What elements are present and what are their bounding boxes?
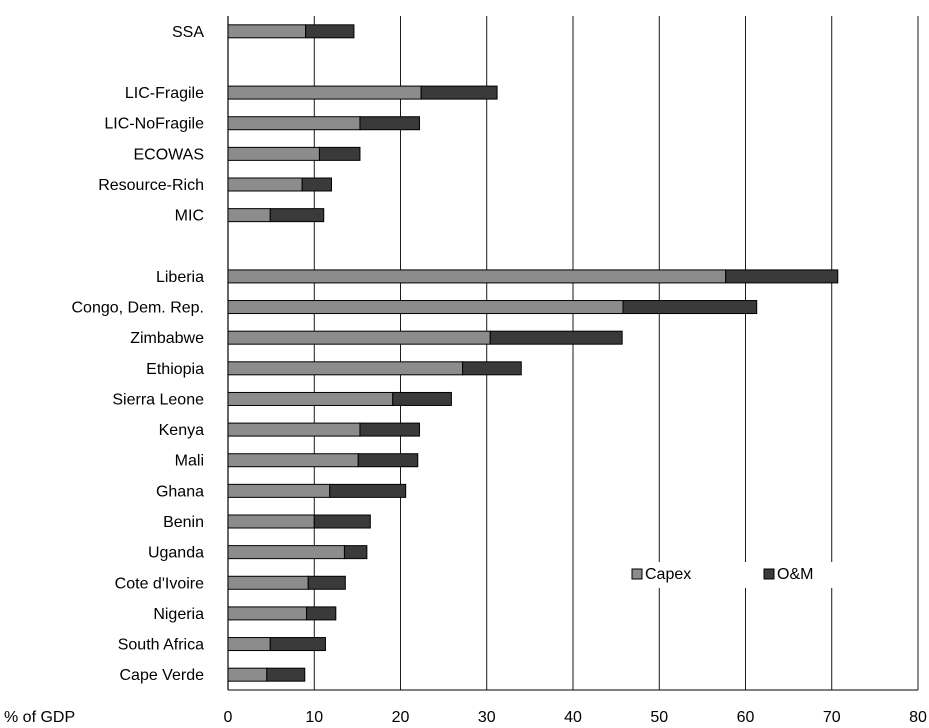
x-axis-title: % of GDP <box>4 709 75 726</box>
bar-uganda-o-m <box>343 545 368 560</box>
bar-resource-rich-capex <box>227 177 303 192</box>
category-label-ghana: Ghana <box>156 483 204 500</box>
bar-ecowas-capex <box>227 146 320 161</box>
legend-box <box>620 562 900 588</box>
legend-swatch-capex <box>631 568 643 580</box>
bar-south-africa-o-m <box>269 637 326 652</box>
bar-liberia-capex <box>227 269 727 284</box>
bar-benin-o-m <box>313 514 371 529</box>
bar-ghana-o-m <box>329 483 407 498</box>
category-label-uganda: Uganda <box>148 545 204 562</box>
bar-lic-fragile-capex <box>227 85 422 100</box>
bar-benin-capex <box>227 514 315 529</box>
bar-sierra-leone-capex <box>227 391 394 406</box>
bar-uganda-capex <box>227 545 345 560</box>
x-tick-label-30: 30 <box>478 709 496 726</box>
bar-lic-nofragile-o-m <box>359 116 420 131</box>
category-label-sierra-leone: Sierra Leone <box>112 391 204 408</box>
bar-sierra-leone-o-m <box>392 391 452 406</box>
x-tick-label-20: 20 <box>392 709 410 726</box>
x-axis-ticks: 0 10 20 30 40 50 60 70 80 <box>224 709 927 726</box>
bar-ethiopia-o-m <box>462 361 522 376</box>
bar-cote-d-ivoire-capex <box>227 575 309 590</box>
bar-cape-verde-capex <box>227 667 268 682</box>
legend-swatch-om <box>763 568 775 580</box>
bar-lic-fragile-o-m <box>420 85 498 100</box>
bar-kenya-capex <box>227 422 361 437</box>
bar-ssa-o-m <box>305 24 355 39</box>
bar-mali-capex <box>227 453 359 468</box>
bar-ssa-capex <box>227 24 307 39</box>
bar-cape-verde-o-m <box>266 667 306 682</box>
category-label-zimbabwe: Zimbabwe <box>130 330 204 347</box>
bar-congo-dem-rep-capex <box>227 300 624 315</box>
category-label-congo-dem-rep: Congo, Dem. Rep. <box>71 300 204 317</box>
bar-mali-o-m <box>357 453 419 468</box>
x-tick-label-80: 80 <box>909 709 927 726</box>
category-label-liberia: Liberia <box>156 269 204 286</box>
bar-kenya-o-m <box>359 422 420 437</box>
bar-ghana-capex <box>227 483 331 498</box>
bars <box>227 24 839 682</box>
x-tick-label-70: 70 <box>823 709 841 726</box>
legend-label-capex: Capex <box>645 566 691 583</box>
y-axis-labels: SSA LIC-Fragile LIC-NoFragile ECOWAS Resourc… <box>71 24 204 684</box>
category-label-lic-fragile: LIC-Fragile <box>125 85 204 102</box>
bar-ethiopia-capex <box>227 361 464 376</box>
x-tick-label-60: 60 <box>737 709 755 726</box>
category-label-mali: Mali <box>175 453 204 470</box>
x-tick-label-40: 40 <box>564 709 582 726</box>
category-label-mic: MIC <box>175 208 204 225</box>
bar-cote-d-ivoire-o-m <box>307 575 346 590</box>
bar-nigeria-capex <box>227 606 307 621</box>
x-tick-label-50: 50 <box>650 709 668 726</box>
bar-nigeria-o-m <box>305 606 337 621</box>
bar-congo-dem-rep-o-m <box>622 300 758 315</box>
category-label-ecowas: ECOWAS <box>133 146 204 163</box>
category-label-benin: Benin <box>163 514 204 531</box>
legend-label-om: O&M <box>777 566 813 583</box>
category-label-cape-verde: Cape Verde <box>119 667 204 684</box>
bar-lic-nofragile-capex <box>227 116 361 131</box>
legend: Capex O&M <box>620 562 900 588</box>
bar-mic-capex <box>227 208 271 223</box>
bar-zimbabwe-o-m <box>489 330 623 345</box>
category-label-ssa: SSA <box>172 24 204 41</box>
bar-zimbabwe-capex <box>227 330 491 345</box>
category-label-nigeria: Nigeria <box>153 606 204 623</box>
bar-resource-rich-o-m <box>301 177 332 192</box>
category-label-kenya: Kenya <box>159 422 204 439</box>
bar-mic-o-m <box>269 208 325 223</box>
category-label-south-africa: South Africa <box>118 637 204 654</box>
x-tick-label-0: 0 <box>224 709 233 726</box>
category-label-lic-nofragile: LIC-NoFragile <box>104 116 204 133</box>
category-label-resource-rich: Resource-Rich <box>98 177 204 194</box>
category-label-ethiopia: Ethiopia <box>146 361 204 378</box>
x-tick-label-10: 10 <box>305 709 323 726</box>
bar-ecowas-o-m <box>318 146 361 161</box>
category-label-cote-d-ivoire: Cote d'Ivoire <box>115 575 204 592</box>
bar-liberia-o-m <box>725 269 839 284</box>
bar-south-africa-capex <box>227 637 271 652</box>
